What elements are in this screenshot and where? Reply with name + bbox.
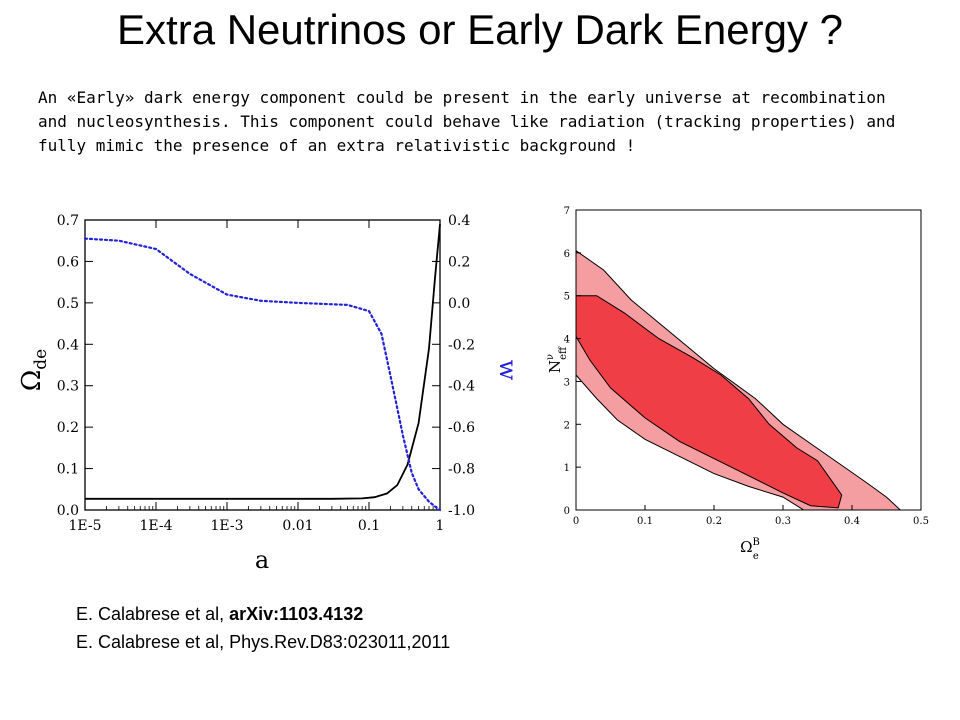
y-tick-label: 0.1 [57,462,79,478]
y2-tick-label: 0.4 [448,213,470,229]
y-tick-label: 0.7 [57,213,79,229]
y2-axis-label: w [494,360,520,381]
y-tick-label: 5 [564,292,570,303]
y2-tick-label: -0.4 [448,379,475,395]
y-tick-label: 0.3 [57,379,79,395]
x-tick-label: 1 [436,518,445,534]
y-tick-label: 3 [564,377,570,388]
y2-tick-label: 0.2 [448,254,470,270]
x-tick-label: 0 [573,516,579,527]
omega-de-series-line [85,224,441,500]
plot-frame [84,219,441,511]
y-tick-label: 0.4 [57,337,79,353]
reference-text: E. Calabrese et al, Phys.Rev.D83:023011,… [76,632,451,652]
reference-arxiv: arXiv:1103.4132 [229,604,364,624]
x-tick-label: 0.1 [637,516,653,527]
x-tick-label: 0.3 [775,516,791,527]
y-tick-label: 0.5 [57,296,79,312]
reference-text: E. Calabrese et al, [76,604,230,624]
y2-tick-label: -1.0 [448,503,475,519]
reference-line: E. Calabrese et al, Phys.Rev.D83:023011,… [76,628,450,656]
x-tick-label: 0.5 [913,516,929,527]
x-tick-label: 1E-4 [139,518,172,534]
reference-line: E. Calabrese et al, arXiv:1103.4132 [76,600,450,628]
x-tick-label: 1E-5 [68,518,101,534]
y2-tick-label: -0.8 [448,462,475,478]
x-axis-label: ΩB e [740,537,760,562]
y-tick-label: 0.0 [57,503,79,519]
contour-95-region [575,249,902,511]
x-tick-label: 1E-3 [210,518,243,534]
w-series-line [83,237,442,512]
x-tick-label: 0.4 [844,516,860,527]
references: E. Calabrese et al, arXiv:1103.4132 E. C… [76,600,450,656]
intro-paragraph: An «Early» dark energy component could b… [38,86,938,158]
intro-line: and nucleosynthesis. This component coul… [38,112,896,131]
omega-de-chart: 1E-5 1E-4 1E-3 0.01 0.1 1 0.0 0.1 0.2 0.3 0.4 0.5 0… [17,213,520,574]
y-axis-label: Ωde [17,349,51,392]
x-tick-label: 0.01 [282,518,313,534]
y-tick-label: 0.6 [57,254,79,270]
y-tick-label: 0 [564,506,570,517]
intro-line: fully mimic the presence of an extra rel… [38,136,636,155]
y-tick-label: 0.2 [57,420,79,436]
x-tick-label: 0.1 [358,518,380,534]
y-tick-label: 1 [564,463,570,474]
intro-line: An «Early» dark energy component could b… [38,88,886,107]
contour-68-region [575,295,843,509]
y-axis-label: Nν eff [545,346,569,373]
y-tick-label: 4 [564,335,570,346]
y2-tick-label: 0.0 [448,296,470,312]
y-tick-label: 7 [564,206,570,217]
slide-title: Extra Neutrinos or Early Dark Energy ? [117,6,843,53]
x-tick-label: 0.2 [706,516,722,527]
y2-tick-label: -0.2 [448,337,475,353]
y-tick-label: 6 [564,249,570,260]
y2-tick-label: -0.6 [448,420,475,436]
neff-contour-chart: 0 0.1 0.2 0.3 0.4 0.5 0 1 2 3 4 5 6 7 ΩB e Nν eff [545,206,929,562]
x-axis-label: a [255,546,269,574]
y-tick-label: 2 [564,420,570,431]
